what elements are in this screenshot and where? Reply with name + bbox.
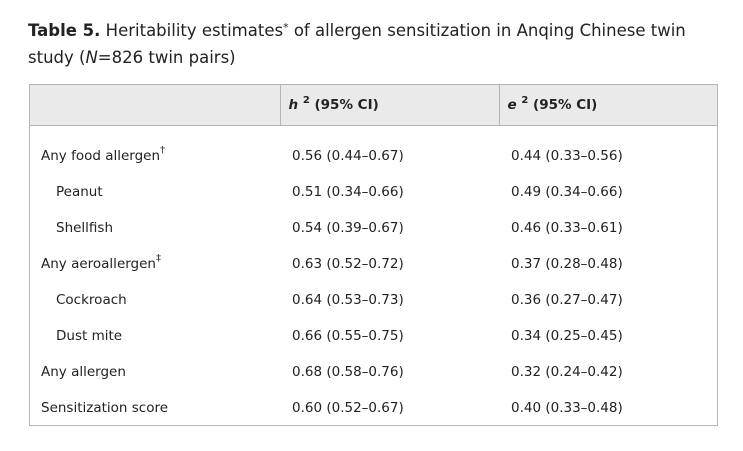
table-header-row: h 2 (95% CI) e 2 (95% CI) — [30, 85, 717, 126]
row-name: Shellfish — [56, 219, 114, 236]
header-h2: h 2 (95% CI) — [279, 85, 499, 126]
row-name-cell: Sensitization score — [30, 390, 280, 426]
header-e2-symbol: e — [507, 96, 517, 113]
header-e2-label: (95% CI) — [528, 96, 598, 113]
table-row: Any food allergen† 0.56 (0.44–0.67) 0.44… — [30, 125, 717, 174]
header-h2-exponent: 2 — [302, 94, 310, 106]
caption-footnote-mark[interactable]: * — [283, 21, 289, 34]
table-row: Any aeroallergen‡ 0.63 (0.52–0.72) 0.37 … — [30, 246, 717, 282]
header-h2-label: (95% CI) — [309, 96, 379, 113]
e2-value: 0.44 (0.33–0.56) — [511, 147, 623, 164]
row-name-cell: Peanut — [30, 174, 280, 210]
row-name: Cockroach — [56, 291, 127, 308]
e2-value: 0.34 (0.25–0.45) — [511, 327, 623, 344]
row-name-cell: Any allergen — [30, 354, 280, 390]
h2-value: 0.60 (0.52–0.67) — [292, 399, 404, 416]
table-label: Table 5. — [28, 21, 101, 40]
heritability-table: h 2 (95% CI) e 2 (95% CI) Any food aller… — [29, 84, 718, 426]
header-e2: e 2 (95% CI) — [498, 85, 717, 126]
table-row: Cockroach 0.64 (0.53–0.73) 0.36 (0.27–0.… — [30, 282, 717, 318]
row-name-cell: Any aeroallergen‡ — [30, 246, 280, 282]
header-e2-exponent: 2 — [521, 94, 529, 106]
row-name: Any allergen — [41, 363, 126, 380]
e2-value: 0.37 (0.28–0.48) — [511, 255, 623, 272]
header-h2-symbol: h — [288, 96, 299, 113]
e2-value: 0.46 (0.33–0.61) — [511, 219, 623, 236]
e2-value: 0.40 (0.33–0.48) — [511, 399, 623, 416]
caption-n-value: =826 twin pairs) — [97, 48, 236, 67]
table-row: Any allergen 0.68 (0.58–0.76) 0.32 (0.24… — [30, 354, 717, 390]
row-footnote-mark[interactable]: † — [160, 144, 166, 156]
table-row: Sensitization score 0.60 (0.52–0.67) 0.4… — [30, 390, 717, 426]
h2-value: 0.56 (0.44–0.67) — [292, 147, 404, 164]
row-name-cell: Dust mite — [30, 318, 280, 354]
caption-text-continued: of allergen sensitization in Anqing Chin… — [28, 21, 686, 67]
h2-value: 0.63 (0.52–0.72) — [292, 255, 404, 272]
e2-value: 0.32 (0.24–0.42) — [511, 363, 623, 380]
e2-value: 0.36 (0.27–0.47) — [511, 291, 623, 308]
e2-value: 0.49 (0.34–0.66) — [511, 183, 623, 200]
row-name: Dust mite — [56, 327, 123, 344]
row-name-cell: Shellfish — [30, 210, 280, 246]
caption-n-symbol: N — [85, 48, 98, 67]
row-name-cell: Any food allergen† — [30, 125, 280, 174]
row-footnote-mark[interactable]: ‡ — [156, 252, 161, 264]
row-name: Sensitization score — [41, 399, 169, 416]
row-name: Any aeroallergen — [41, 255, 156, 272]
row-name: Peanut — [56, 183, 103, 200]
h2-value: 0.68 (0.58–0.76) — [292, 363, 404, 380]
h2-value: 0.66 (0.55–0.75) — [292, 327, 404, 344]
row-name: Any food allergen — [41, 147, 161, 164]
table-row: Dust mite 0.66 (0.55–0.75) 0.34 (0.25–0.… — [30, 318, 717, 354]
table-row: Shellfish 0.54 (0.39–0.67) 0.46 (0.33–0.… — [30, 210, 717, 246]
table-caption: Table 5. Heritability estimates* of alle… — [28, 17, 728, 71]
header-empty — [30, 85, 280, 126]
h2-value: 0.54 (0.39–0.67) — [292, 219, 404, 236]
h2-value: 0.64 (0.53–0.73) — [292, 291, 404, 308]
row-name-cell: Cockroach — [30, 282, 280, 318]
caption-text: Heritability estimates — [100, 21, 284, 40]
table-row: Peanut 0.51 (0.34–0.66) 0.49 (0.34–0.66) — [30, 174, 717, 210]
h2-value: 0.51 (0.34–0.66) — [292, 183, 404, 200]
